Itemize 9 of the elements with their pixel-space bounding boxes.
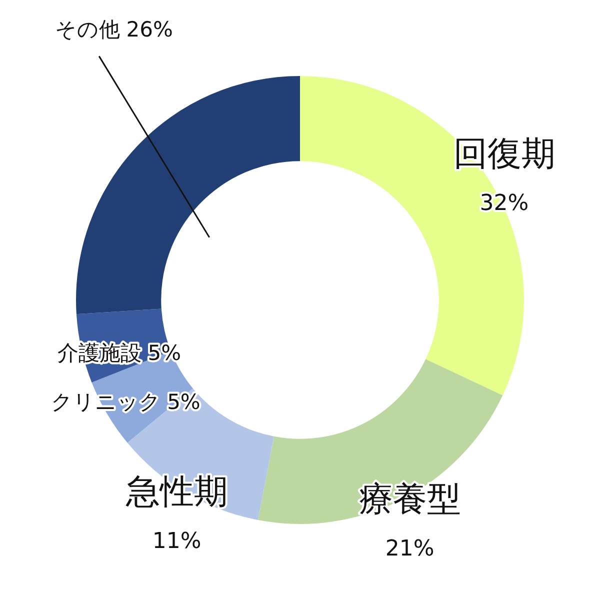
slice-label: その他 [55,18,120,42]
slice-label: 療養型 [358,479,461,520]
slice-label: 回復期 [453,134,556,174]
data-label: 26% [126,18,173,42]
data-label: 21% [385,536,434,562]
slice-label: 急性期 [124,472,228,512]
data-label: 5% [167,390,200,414]
data-label: 32% [480,191,529,216]
data-label: 11% [152,528,202,554]
